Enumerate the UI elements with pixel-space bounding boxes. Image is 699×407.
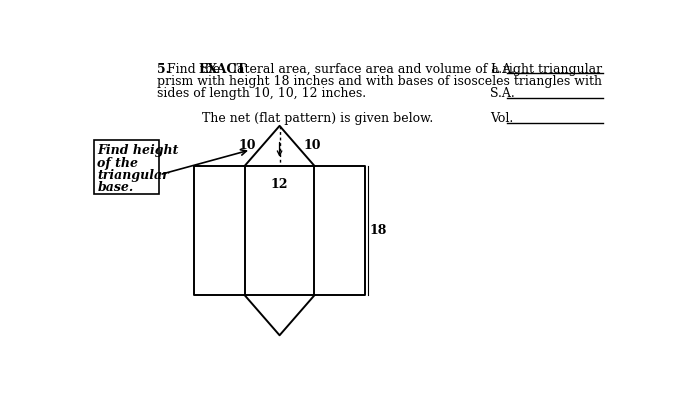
Text: The net (flat pattern) is given below.: The net (flat pattern) is given below. (202, 112, 433, 125)
Text: S.A.: S.A. (491, 88, 515, 101)
Text: 12: 12 (271, 178, 288, 191)
Text: prism with height 18 inches and with bases of isosceles triangles with: prism with height 18 inches and with bas… (157, 75, 602, 88)
Text: sides of length 10, 10, 12 inches.: sides of length 10, 10, 12 inches. (157, 88, 366, 101)
Text: 10: 10 (238, 139, 256, 152)
Text: lateral area, surface area and volume of a right triangular: lateral area, surface area and volume of… (229, 63, 603, 76)
Text: 5.: 5. (157, 63, 170, 76)
FancyBboxPatch shape (94, 140, 159, 194)
Text: of the: of the (97, 157, 138, 170)
Text: EXACT: EXACT (199, 63, 246, 76)
Text: Vol.: Vol. (491, 112, 514, 125)
Text: base.: base. (97, 181, 134, 194)
Text: L.A.: L.A. (491, 63, 515, 76)
Text: 18: 18 (370, 224, 387, 237)
Text: triangular: triangular (97, 169, 169, 182)
Text: 10: 10 (303, 139, 321, 152)
Text: Find the: Find the (167, 63, 224, 76)
Text: Find height: Find height (97, 144, 179, 158)
